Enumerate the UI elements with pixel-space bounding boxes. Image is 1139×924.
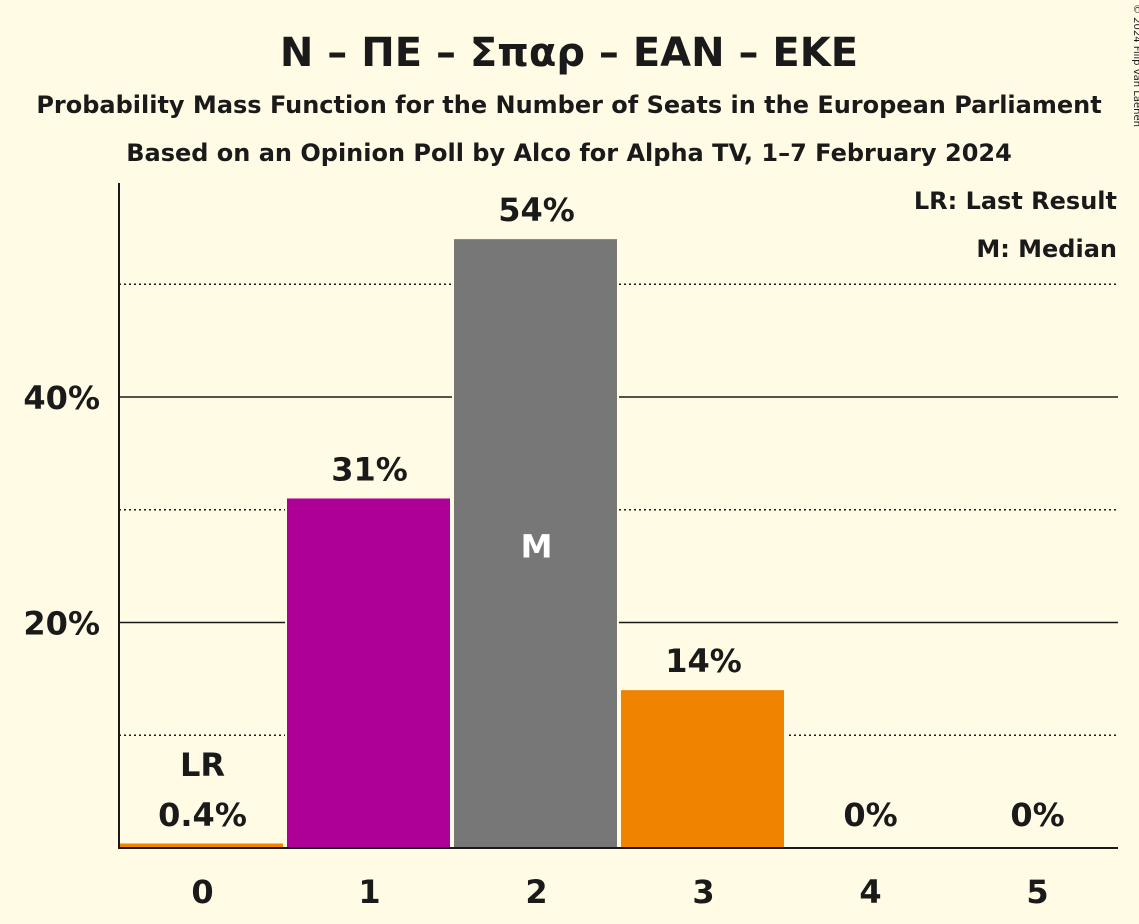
bar-seats-0	[120, 843, 283, 848]
chart-subtitle: Probability Mass Function for the Number…	[36, 91, 1101, 119]
copyright-notice: © 2024 Filip van Laenen	[1131, 4, 1139, 127]
bar-labels: 0.4% LR 31% 54% M 14% 0% 0%	[158, 191, 1065, 834]
bars	[118, 233, 786, 848]
chart-source: Based on an Opinion Poll by Alco for Alp…	[126, 139, 1012, 167]
value-label-1: 31%	[331, 450, 408, 488]
x-tick-label: 3	[692, 873, 714, 911]
x-tick-label: 4	[859, 873, 881, 911]
x-tick-label: 0	[191, 873, 213, 911]
bar-seats-2	[454, 239, 617, 848]
bar-halo	[118, 837, 285, 848]
x-tick-label: 1	[358, 873, 380, 911]
y-axis-ticks: 20% 40%	[23, 379, 100, 643]
bar-seats-1	[287, 498, 450, 848]
value-label-0: 0.4%	[158, 796, 247, 834]
bar-seats-3	[621, 690, 784, 848]
value-label-5: 0%	[1010, 796, 1064, 834]
y-tick-label: 20%	[23, 605, 100, 643]
value-label-3: 14%	[665, 642, 742, 680]
x-tick-label: 5	[1026, 873, 1048, 911]
y-tick-label: 40%	[23, 379, 100, 417]
x-axis-ticks: 0 1 2 3 4 5	[191, 873, 1048, 911]
value-label-4: 0%	[843, 796, 897, 834]
legend-median: M: Median	[976, 235, 1117, 263]
median-marker: M	[521, 528, 553, 566]
last-result-marker: LR	[180, 746, 225, 784]
chart-title: N – ΠΕ – Σπαρ – ΕΑΝ – ΕΚΕ	[280, 30, 858, 76]
x-tick-label: 2	[525, 873, 547, 911]
value-label-2: 54%	[498, 191, 575, 229]
legend-last-result: LR: Last Result	[914, 187, 1117, 215]
